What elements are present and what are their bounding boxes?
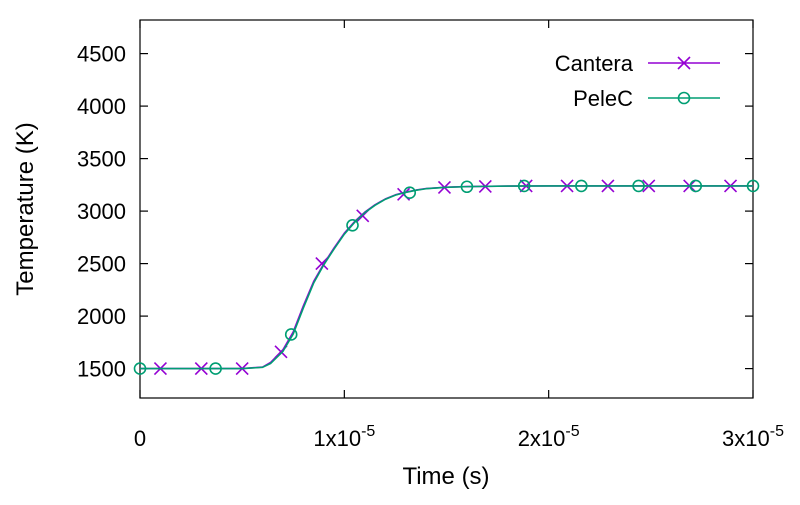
series-line-cantera xyxy=(140,185,753,370)
y-tick-label: 4000 xyxy=(77,94,126,119)
legend-label-pelec: PeleC xyxy=(573,86,633,111)
cross-stroke xyxy=(677,56,691,70)
data-point-pelec xyxy=(746,179,760,193)
data-point-pelec xyxy=(133,362,147,375)
x-tick-label-exponent: -5 xyxy=(565,423,579,440)
data-point-pelec xyxy=(517,179,531,193)
y-tick-label: 4500 xyxy=(77,42,126,67)
x-tick-label: 0 xyxy=(134,426,146,451)
cross-stroke xyxy=(397,187,411,201)
legend: Cantera PeleC xyxy=(555,51,720,111)
x-tick-label-base: 2x10 xyxy=(518,426,566,451)
x-tick-label-base: 0 xyxy=(134,426,146,451)
y-tick-label: 2000 xyxy=(77,304,126,329)
legend-marker-cantera xyxy=(677,56,691,70)
cross-stroke xyxy=(315,257,329,271)
legend-label-cantera: Cantera xyxy=(555,51,634,76)
x-tick-label-base: 1x10 xyxy=(313,426,361,451)
y-axis-title: Temperature (K) xyxy=(12,122,39,295)
data-point-cantera xyxy=(315,257,329,271)
x-axis-title: Time (s) xyxy=(402,463,489,490)
data-point-pelec xyxy=(403,186,417,200)
x-tick-label: 1x10-5 xyxy=(313,423,375,451)
y-tick-label: 3000 xyxy=(77,199,126,224)
plot-frame xyxy=(139,19,754,399)
data-point-pelec xyxy=(284,328,298,341)
y-tick-label: 1500 xyxy=(77,357,126,382)
x-tick-label: 3x10-5 xyxy=(722,423,784,451)
y-tick-label: 2500 xyxy=(77,252,126,277)
data-point-pelec xyxy=(209,362,222,375)
x-tick-label-exponent: -5 xyxy=(770,423,784,440)
data-point-pelec xyxy=(346,218,359,232)
x-tick-label: 2x10-5 xyxy=(518,423,580,451)
data-point-pelec xyxy=(575,179,588,193)
data-point-pelec xyxy=(632,179,645,193)
series-layer xyxy=(133,179,760,376)
x-tick-label-base: 3x10 xyxy=(722,426,770,451)
legend-marker-pelec xyxy=(677,91,691,105)
series-line-pelec xyxy=(140,185,753,370)
data-point-pelec xyxy=(689,179,703,193)
x-tick-label-exponent: -5 xyxy=(361,423,375,440)
tick-marks xyxy=(139,20,754,398)
data-point-pelec xyxy=(460,180,474,194)
y-tick-label: 3500 xyxy=(77,147,126,172)
